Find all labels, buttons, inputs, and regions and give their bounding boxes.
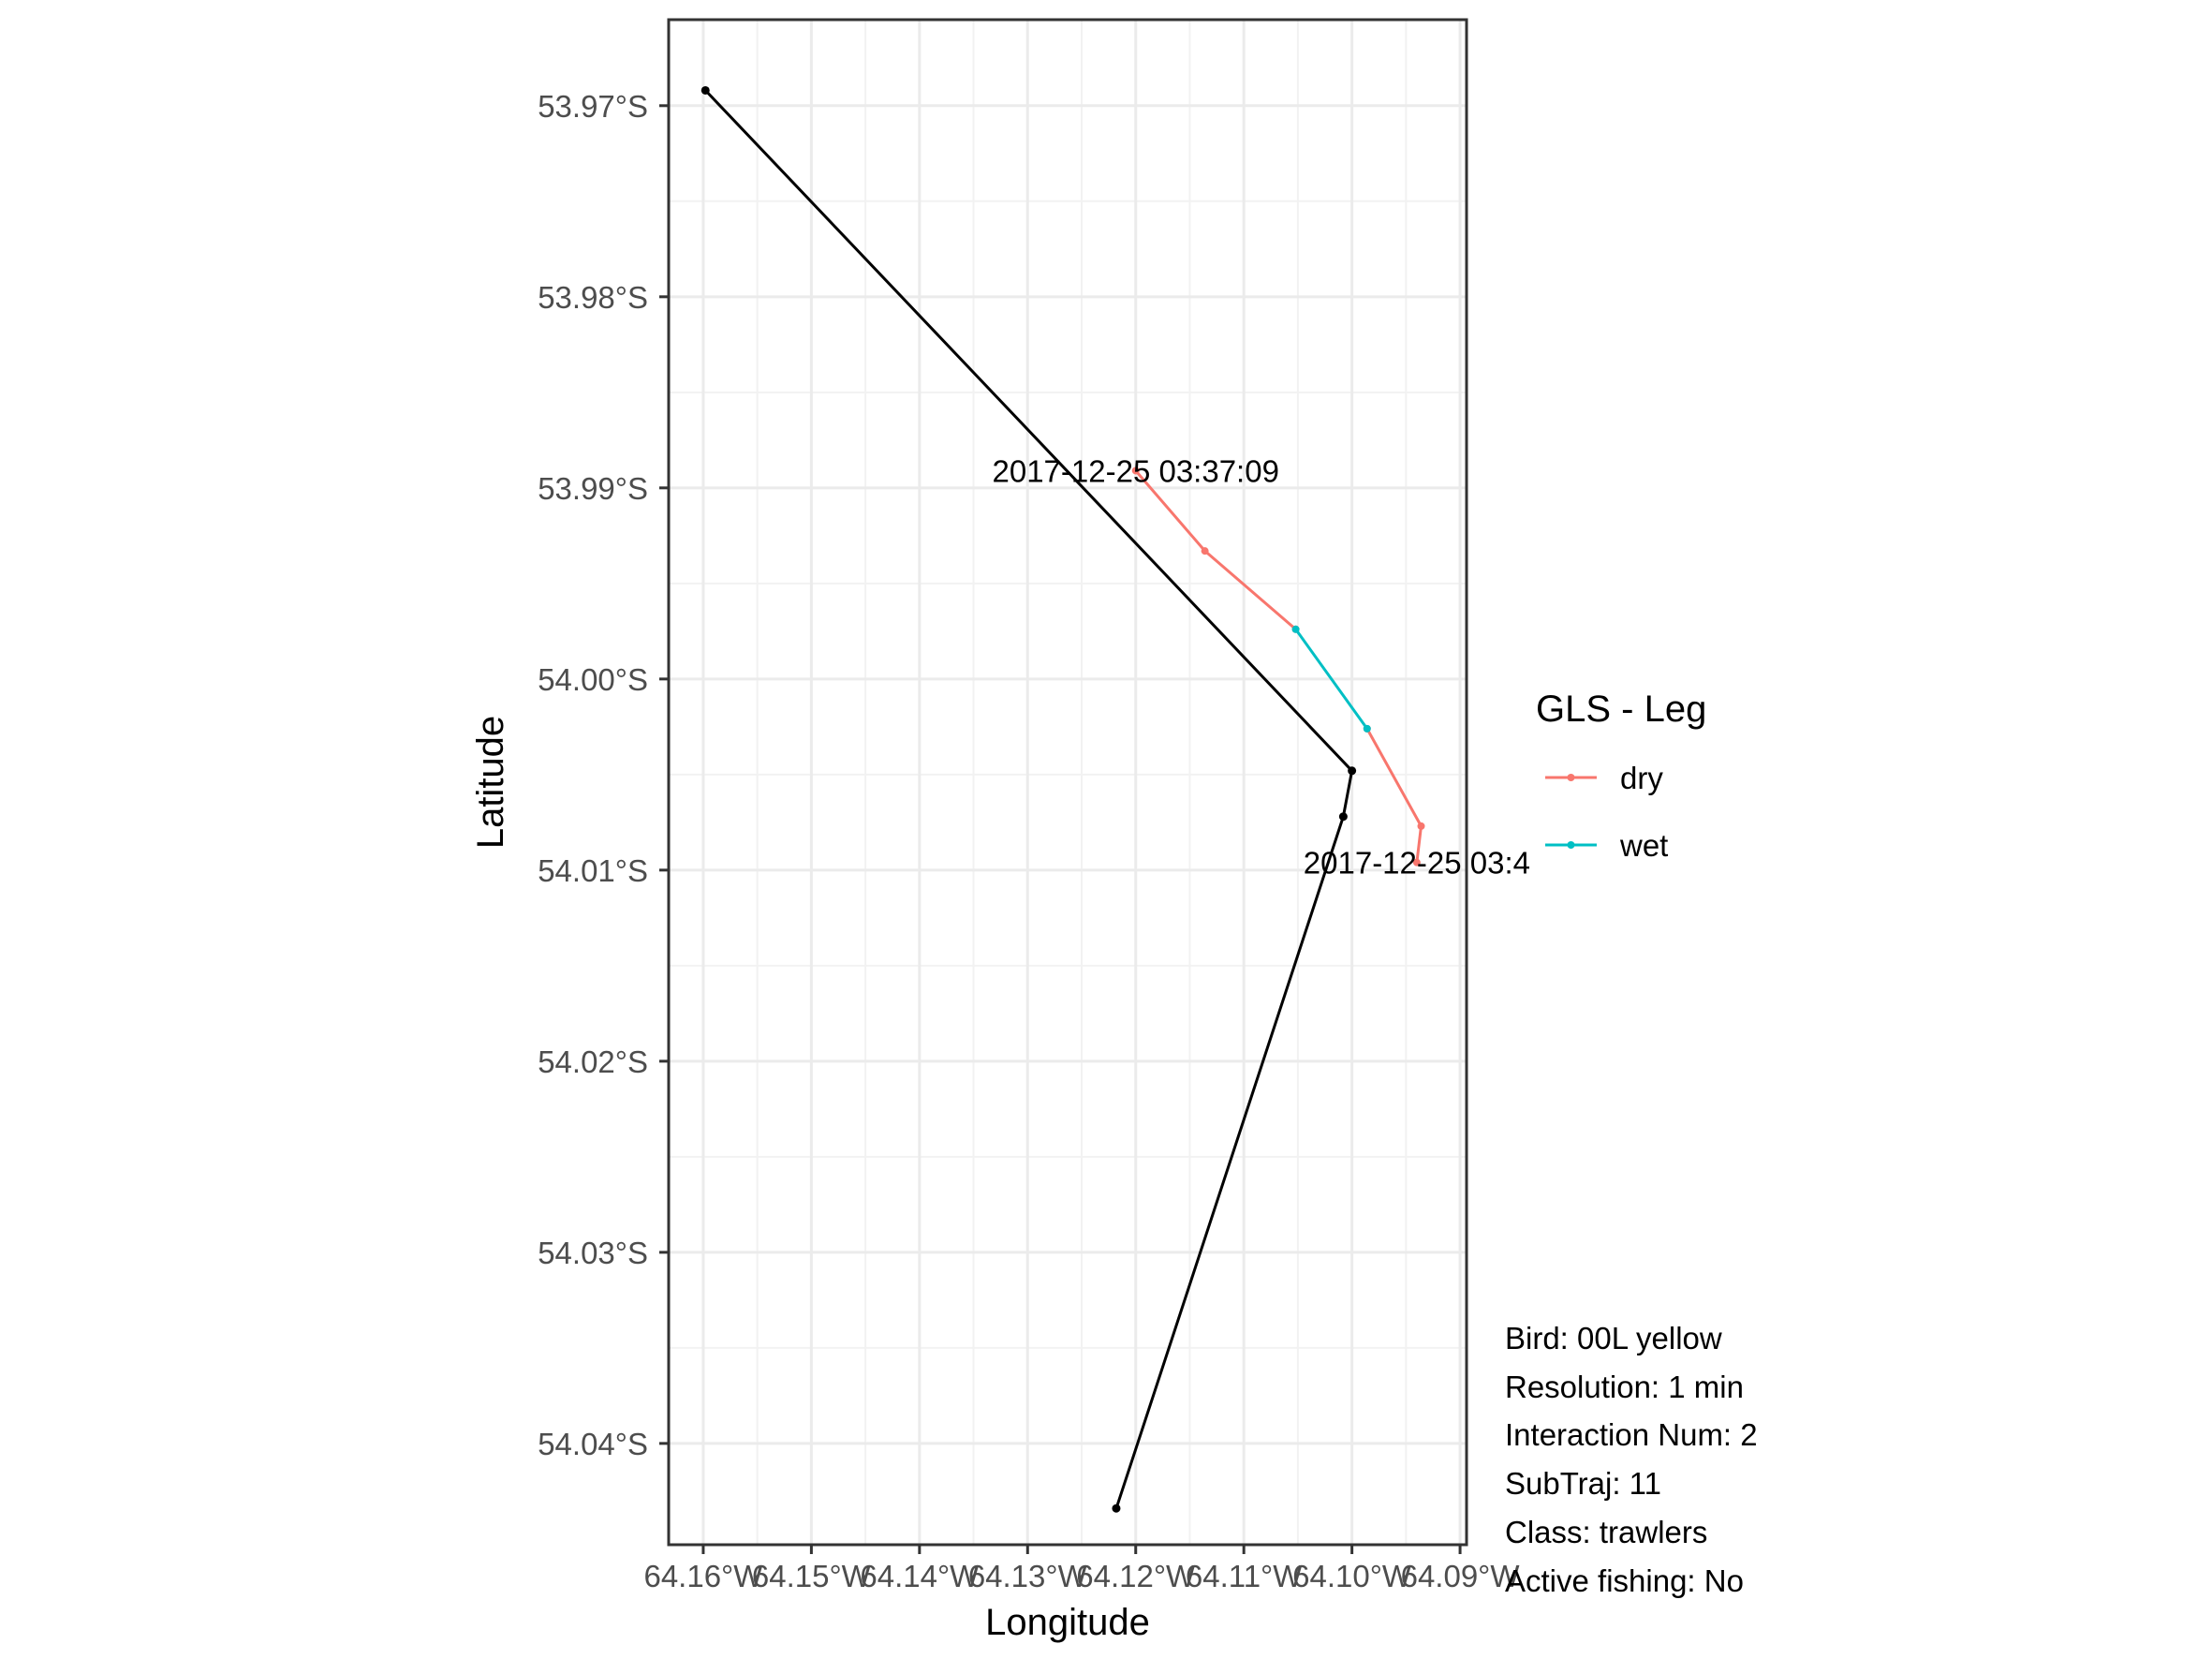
plot-panel [669, 20, 1467, 1545]
y-tick-label: 53.97°S [538, 89, 648, 124]
x-tick-label: 64.10°W [1292, 1559, 1412, 1593]
y-tick-label: 53.99°S [538, 471, 648, 506]
x-tick-label: 64.09°W [1401, 1559, 1521, 1593]
vessel-track-point [1112, 1503, 1121, 1513]
vessel-track-point [1348, 766, 1357, 776]
x-tick-label: 64.12°W [1076, 1559, 1196, 1593]
info-bird: Bird: 00L yellow [1505, 1321, 1722, 1355]
vessel-track-line [704, 89, 1354, 1509]
legend-dot-wet [1567, 841, 1575, 849]
y-axis-title: Latitude [470, 716, 511, 849]
info-block: Bird: 00L yellow Resolution: 1 min Inter… [1505, 1321, 1758, 1598]
vessel-track-point [700, 85, 710, 95]
track-layer [700, 85, 1425, 1513]
legend-dot-dry [1567, 774, 1575, 781]
series-point-dry [1131, 467, 1140, 475]
legend-label-wet: wet [1619, 828, 1668, 863]
x-tick-label: 64.16°W [643, 1559, 763, 1593]
y-tick-label: 54.04°S [538, 1427, 648, 1461]
info-resolution: Resolution: 1 min [1505, 1370, 1744, 1404]
y-tick-label: 53.98°S [538, 280, 648, 315]
info-interaction-num: Interaction Num: 2 [1505, 1417, 1758, 1452]
x-axis-title: Longitude [985, 1602, 1150, 1643]
series-point-dry [1412, 858, 1421, 867]
series-line-wet [1294, 628, 1369, 730]
series-point-dry [1201, 547, 1209, 555]
series-point-wet [1363, 724, 1371, 733]
legend-label-dry: dry [1620, 761, 1663, 795]
y-tick-label: 54.00°S [538, 662, 648, 697]
series-point-wet [1291, 625, 1300, 633]
legend-title: GLS - Leg [1536, 689, 1706, 730]
annotation-layer: 2017-12-25 03:37:09 2017-12-25 03:4 [993, 453, 1530, 880]
vessel-track-point [1338, 812, 1348, 822]
y-tick-label: 54.02°S [538, 1044, 648, 1079]
series-point-dry [1417, 822, 1425, 830]
info-class: Class: trawlers [1505, 1515, 1707, 1549]
info-active-fishing: Active fishing: No [1505, 1563, 1744, 1598]
x-tick-label: 64.13°W [968, 1559, 1088, 1593]
legend: GLS - Leg dry wet [1536, 689, 1706, 863]
grid-lines [669, 20, 1467, 1545]
timestamp-annotation: 2017-12-25 03:4 [1304, 846, 1530, 881]
x-tick-label: 64.15°W [752, 1559, 872, 1593]
axis-ticks: 64.16°W64.15°W64.14°W64.13°W64.12°W64.11… [538, 89, 1520, 1593]
legend-entry-dry: dry [1545, 761, 1663, 795]
x-tick-label: 64.11°W [1186, 1559, 1303, 1593]
y-tick-label: 54.03°S [538, 1236, 648, 1270]
info-subtraj: SubTraj: 11 [1505, 1466, 1661, 1501]
x-tick-label: 64.14°W [860, 1559, 980, 1593]
y-tick-label: 54.01°S [538, 853, 648, 888]
timestamp-annotation: 2017-12-25 03:37:09 [993, 453, 1279, 488]
plot-panel-border [667, 18, 1468, 1547]
legend-entry-wet: wet [1545, 828, 1668, 863]
